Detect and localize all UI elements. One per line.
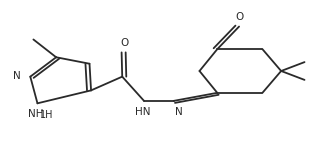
Text: NH: NH [28,110,44,119]
Text: 1H: 1H [40,110,54,120]
Text: N: N [13,71,21,81]
Text: N: N [175,107,183,117]
Text: O: O [235,12,243,22]
Text: O: O [121,38,129,48]
Text: HN: HN [135,107,150,117]
